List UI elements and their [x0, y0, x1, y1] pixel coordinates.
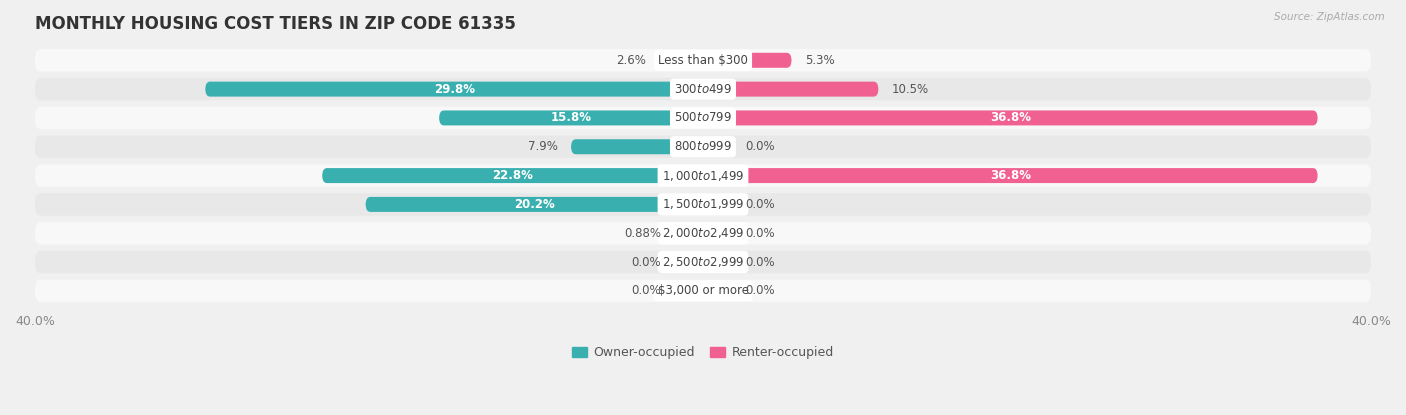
FancyBboxPatch shape	[35, 107, 1371, 129]
Text: 20.2%: 20.2%	[515, 198, 555, 211]
Text: 36.8%: 36.8%	[990, 169, 1031, 182]
Text: $500 to $799: $500 to $799	[673, 112, 733, 124]
FancyBboxPatch shape	[366, 197, 703, 212]
Text: 0.0%: 0.0%	[631, 256, 661, 269]
Text: Source: ZipAtlas.com: Source: ZipAtlas.com	[1274, 12, 1385, 22]
Text: 22.8%: 22.8%	[492, 169, 533, 182]
FancyBboxPatch shape	[659, 53, 703, 68]
Text: $2,000 to $2,499: $2,000 to $2,499	[662, 226, 744, 240]
FancyBboxPatch shape	[35, 222, 1371, 244]
FancyBboxPatch shape	[703, 168, 1317, 183]
FancyBboxPatch shape	[35, 280, 1371, 302]
Text: 0.0%: 0.0%	[631, 284, 661, 298]
FancyBboxPatch shape	[703, 110, 1317, 125]
Text: 0.0%: 0.0%	[745, 198, 775, 211]
FancyBboxPatch shape	[35, 251, 1371, 273]
Text: 10.5%: 10.5%	[891, 83, 929, 95]
Text: 0.0%: 0.0%	[745, 256, 775, 269]
Text: $1,500 to $1,999: $1,500 to $1,999	[662, 198, 744, 211]
Text: 5.3%: 5.3%	[804, 54, 835, 67]
Text: $300 to $499: $300 to $499	[673, 83, 733, 95]
FancyBboxPatch shape	[703, 53, 792, 68]
Text: 0.0%: 0.0%	[745, 284, 775, 298]
Text: 7.9%: 7.9%	[527, 140, 558, 153]
Text: 15.8%: 15.8%	[551, 112, 592, 124]
Text: $3,000 or more: $3,000 or more	[658, 284, 748, 298]
FancyBboxPatch shape	[35, 164, 1371, 187]
FancyBboxPatch shape	[35, 49, 1371, 71]
Text: Less than $300: Less than $300	[658, 54, 748, 67]
Text: MONTHLY HOUSING COST TIERS IN ZIP CODE 61335: MONTHLY HOUSING COST TIERS IN ZIP CODE 6…	[35, 15, 516, 33]
FancyBboxPatch shape	[205, 82, 703, 97]
Text: 29.8%: 29.8%	[433, 83, 475, 95]
Text: 0.0%: 0.0%	[745, 227, 775, 240]
Text: $1,000 to $1,499: $1,000 to $1,499	[662, 168, 744, 183]
FancyBboxPatch shape	[35, 193, 1371, 216]
Text: $2,500 to $2,999: $2,500 to $2,999	[662, 255, 744, 269]
FancyBboxPatch shape	[439, 110, 703, 125]
FancyBboxPatch shape	[35, 78, 1371, 100]
Legend: Owner-occupied, Renter-occupied: Owner-occupied, Renter-occupied	[568, 342, 838, 364]
FancyBboxPatch shape	[703, 82, 879, 97]
Text: 0.0%: 0.0%	[745, 140, 775, 153]
FancyBboxPatch shape	[35, 136, 1371, 158]
FancyBboxPatch shape	[689, 226, 703, 241]
Text: 36.8%: 36.8%	[990, 112, 1031, 124]
Text: 0.88%: 0.88%	[624, 227, 661, 240]
Text: 2.6%: 2.6%	[616, 54, 647, 67]
Text: $800 to $999: $800 to $999	[673, 140, 733, 153]
FancyBboxPatch shape	[571, 139, 703, 154]
FancyBboxPatch shape	[322, 168, 703, 183]
